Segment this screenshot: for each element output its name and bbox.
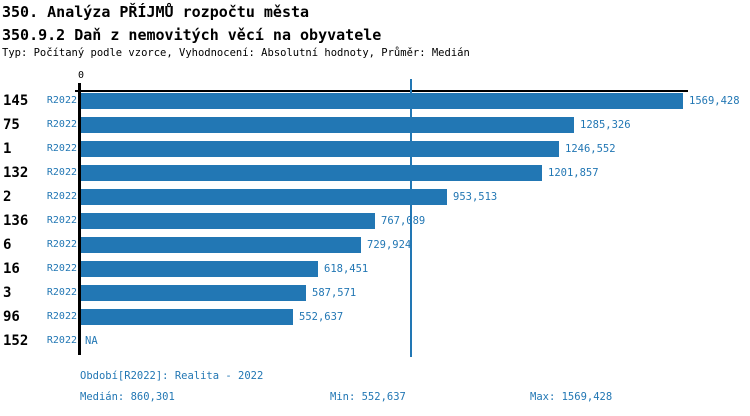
report-title: 350. Analýza PŘÍJMŮ rozpočtu města bbox=[2, 3, 310, 21]
value-bar bbox=[81, 189, 447, 205]
value-label: 729,924 bbox=[367, 239, 412, 251]
y-axis-line bbox=[78, 83, 81, 355]
chart-row: 16 R2022 618,451 bbox=[0, 257, 750, 281]
row-id-label: 6 bbox=[3, 237, 12, 253]
x-axis-zero-label: 0 bbox=[77, 70, 85, 81]
value-label: 1569,428 bbox=[689, 95, 740, 107]
report-subtitle: 350.9.2 Daň z nemovitých věcí na obyvate… bbox=[2, 26, 382, 44]
row-period-label: R2022 bbox=[46, 119, 77, 130]
value-bar bbox=[81, 261, 318, 277]
value-label: 953,513 bbox=[453, 191, 498, 203]
row-id-label: 3 bbox=[3, 285, 12, 301]
value-bar bbox=[81, 165, 542, 181]
row-period-label: R2022 bbox=[46, 335, 77, 346]
footer-max-stat: Max: 1569,428 bbox=[530, 391, 613, 403]
value-label: 1201,857 bbox=[548, 167, 599, 179]
row-period-label: R2022 bbox=[46, 95, 77, 106]
row-id-label: 96 bbox=[3, 309, 20, 325]
value-bar bbox=[81, 93, 683, 109]
value-bar bbox=[81, 117, 574, 133]
footer-median-stat: Medián: 860,301 bbox=[80, 391, 175, 403]
value-bar bbox=[81, 213, 375, 229]
row-period-label: R2022 bbox=[46, 239, 77, 250]
footer-min-stat: Min: 552,637 bbox=[330, 391, 406, 403]
value-label: 587,571 bbox=[312, 287, 357, 299]
x-axis-line bbox=[75, 90, 688, 92]
median-reference-line bbox=[410, 79, 412, 357]
footer-period-label: Období[R2022]: Realita - 2022 bbox=[80, 370, 264, 382]
chart-row: 75 R2022 1285,326 bbox=[0, 113, 750, 137]
row-id-label: 136 bbox=[3, 213, 29, 229]
chart-row: 3 R2022 587,571 bbox=[0, 281, 750, 305]
row-id-label: 2 bbox=[3, 189, 12, 205]
row-id-label: 75 bbox=[3, 117, 20, 133]
value-label: 1285,326 bbox=[580, 119, 631, 131]
row-period-label: R2022 bbox=[46, 143, 77, 154]
value-label: 767,089 bbox=[381, 215, 426, 227]
value-bar bbox=[81, 285, 306, 301]
row-id-label: 16 bbox=[3, 261, 20, 277]
chart-row: 152 R2022 NA bbox=[0, 329, 750, 353]
chart-row: 1 R2022 1246,552 bbox=[0, 137, 750, 161]
chart-row: 96 R2022 552,637 bbox=[0, 305, 750, 329]
value-bar bbox=[81, 309, 293, 325]
value-label: NA bbox=[85, 335, 98, 347]
value-bar bbox=[81, 237, 361, 253]
row-period-label: R2022 bbox=[46, 215, 77, 226]
chart-row: 132 R2022 1201,857 bbox=[0, 161, 750, 185]
chart-row: 136 R2022 767,089 bbox=[0, 209, 750, 233]
chart-row: 145 R2022 1569,428 bbox=[0, 89, 750, 113]
value-bar bbox=[81, 141, 559, 157]
value-label: 1246,552 bbox=[565, 143, 616, 155]
row-period-label: R2022 bbox=[46, 263, 77, 274]
row-id-label: 132 bbox=[3, 165, 29, 181]
row-period-label: R2022 bbox=[46, 191, 77, 202]
value-label: 552,637 bbox=[299, 311, 344, 323]
chart-row: 2 R2022 953,513 bbox=[0, 185, 750, 209]
row-period-label: R2022 bbox=[46, 311, 77, 322]
row-period-label: R2022 bbox=[46, 287, 77, 298]
report-meta-line: Typ: Počítaný podle vzorce, Vyhodnocení:… bbox=[2, 47, 470, 59]
bar-chart-rows: 145 R2022 1569,428 75 R2022 1285,326 1 R2022 124… bbox=[0, 89, 750, 353]
row-period-label: R2022 bbox=[46, 167, 77, 178]
row-id-label: 1 bbox=[3, 141, 12, 157]
chart-row: 6 R2022 729,924 bbox=[0, 233, 750, 257]
row-id-label: 152 bbox=[3, 333, 29, 349]
row-id-label: 145 bbox=[3, 93, 29, 109]
value-label: 618,451 bbox=[324, 263, 369, 275]
